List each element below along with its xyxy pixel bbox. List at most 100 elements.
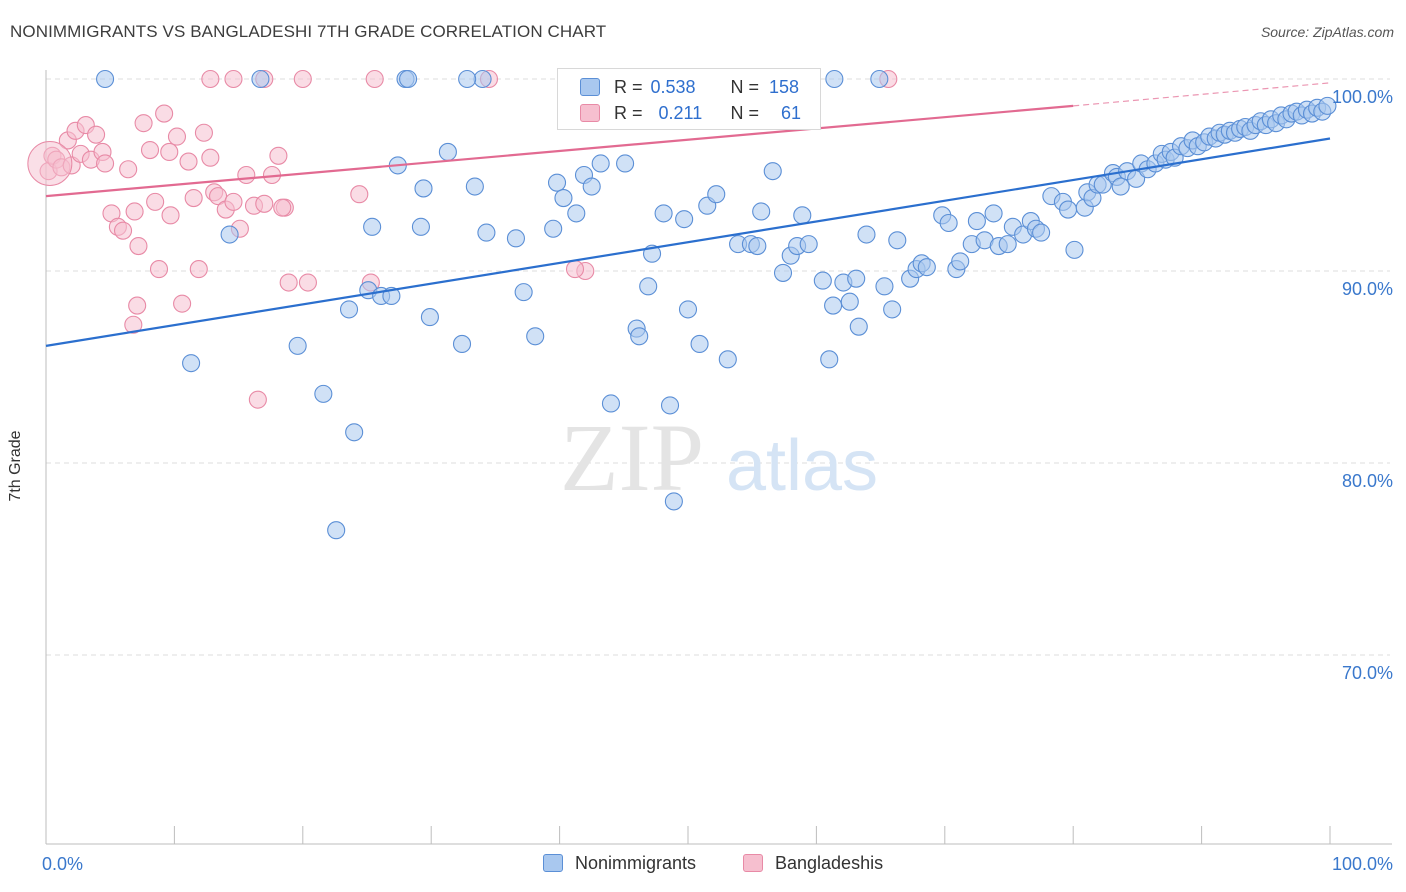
- nonimmigrants-point: [438, 142, 457, 162]
- bangladeshis-point: [146, 192, 165, 211]
- bangladeshis-point: [124, 315, 143, 334]
- nonimmigrants-point: [660, 396, 680, 415]
- nonimmigrants-point: [630, 327, 649, 346]
- bangladeshis-points: [27, 69, 898, 409]
- nonimmigrants-point: [506, 229, 525, 248]
- grid-layer: [46, 78, 1390, 656]
- nonimmigrants-point: [327, 521, 346, 540]
- bangladeshis-point: [201, 148, 220, 167]
- nonimmigrants-point: [1318, 96, 1337, 115]
- legend-swatch-blue: [580, 78, 600, 96]
- bottom-legend-nonimmigrants: Nonimmigrants: [543, 852, 696, 874]
- nonimmigrants-point: [458, 69, 477, 89]
- bangladeshis-point: [279, 273, 298, 292]
- nonimmigrants-point: [465, 177, 484, 196]
- legend-row-bangladeshis: R = 0.211 N = 61: [580, 102, 801, 124]
- legend-r-value: 0.211: [658, 102, 703, 123]
- nonimmigrants-point: [96, 69, 115, 89]
- nonimmigrants-point: [399, 69, 418, 89]
- bangladeshis-point: [224, 192, 243, 211]
- bangladeshis-point: [128, 296, 147, 315]
- bangladeshis-point: [140, 140, 160, 160]
- y-tick-label: 80.0%: [1342, 471, 1393, 491]
- bangladeshis-point: [273, 198, 292, 217]
- nonimmigrants-trend-line: [45, 137, 1331, 347]
- nonimmigrants-point: [967, 212, 986, 231]
- nonimmigrants-point: [345, 423, 364, 442]
- bangladeshis-point: [125, 202, 144, 221]
- bangladeshis-point: [194, 123, 213, 142]
- legend-n-label: N =: [730, 76, 760, 97]
- nonimmigrants-point: [363, 217, 382, 236]
- nonimmigrants-point: [639, 277, 658, 296]
- bottom-legend-label: Nonimmigrants: [575, 852, 697, 873]
- nonimmigrants-point: [582, 177, 601, 196]
- bottom-legend-label: Bangladeshis: [775, 852, 884, 873]
- nonimmigrants-point: [773, 263, 793, 282]
- nonimmigrants-point: [477, 223, 496, 242]
- nonimmigrants-point: [1065, 240, 1084, 259]
- bangladeshis-point: [149, 260, 169, 279]
- source-label: Source: ZipAtlas.com: [1260, 24, 1394, 40]
- bangladeshis-point: [350, 185, 369, 204]
- bangladeshis-trend-extension: [1073, 82, 1331, 107]
- bangladeshis-point: [184, 188, 203, 208]
- y-tick-label: 100.0%: [1332, 87, 1393, 107]
- bangladeshis-point: [119, 160, 138, 179]
- nonimmigrants-point: [998, 235, 1017, 254]
- bangladeshis-point: [161, 206, 180, 225]
- nonimmigrants-point: [654, 204, 673, 223]
- bangladeshis-point: [173, 294, 192, 313]
- bangladeshis-point: [269, 146, 288, 165]
- nonimmigrants-point: [917, 258, 936, 277]
- nonimmigrants-point: [288, 336, 307, 355]
- nonimmigrants-point: [616, 154, 635, 173]
- nonimmigrants-point: [675, 210, 694, 229]
- bangladeshis-point: [189, 260, 208, 279]
- nonimmigrants-point: [601, 394, 621, 413]
- nonimmigrants-point: [825, 69, 844, 89]
- watermark-zip: ZIP: [560, 404, 704, 511]
- nonimmigrants-point: [411, 217, 430, 236]
- bangladeshis-point: [565, 260, 585, 279]
- nonimmigrants-point: [883, 300, 902, 319]
- x-tick-label-min: 0.0%: [42, 854, 83, 874]
- bangladeshis-point: [293, 69, 312, 89]
- bangladeshis-point: [224, 69, 243, 89]
- nonimmigrants-point: [220, 225, 239, 244]
- nonimmigrants-point: [591, 154, 610, 173]
- nonimmigrants-point: [939, 213, 958, 233]
- watermark-atlas: atlas: [726, 426, 878, 506]
- bangladeshis-point: [248, 390, 267, 409]
- nonimmigrants-point: [718, 350, 737, 369]
- bangladeshis-point: [201, 69, 220, 89]
- chart-title: NONIMMIGRANTS VS BANGLADESHI 7TH GRADE C…: [10, 22, 607, 41]
- legend-n-value: 158: [769, 76, 800, 97]
- correlation-legend: R = 0.538 N = 158 R = 0.211 N = 61: [557, 68, 821, 130]
- bangladeshis-point-large: [27, 140, 73, 186]
- nonimmigrants-point: [414, 179, 433, 198]
- watermark: ZIP atlas: [560, 404, 878, 511]
- nonimmigrants-point: [951, 252, 970, 271]
- nonimmigrants-point: [799, 235, 818, 254]
- nonimmigrants-point: [473, 69, 492, 89]
- nonimmigrants-point: [664, 492, 683, 511]
- nonimmigrants-point: [763, 162, 782, 181]
- nonimmigrants-point: [857, 225, 876, 244]
- bangladeshis-point: [96, 154, 115, 173]
- nonimmigrants-point: [544, 219, 563, 238]
- nonimmigrants-points: [96, 69, 1337, 540]
- bottom-legend-bangladeshis: Bangladeshis: [743, 852, 883, 874]
- legend-r-label: R =: [614, 76, 643, 97]
- nonimmigrants-point: [420, 308, 439, 327]
- bangladeshis-point: [160, 142, 179, 162]
- bangladeshis-point: [255, 194, 274, 213]
- y-tick-label: 90.0%: [1342, 279, 1393, 299]
- x-tick-label-max: 100.0%: [1332, 854, 1393, 874]
- nonimmigrants-point: [251, 69, 270, 89]
- axis-layer: [45, 70, 1392, 845]
- nonimmigrants-point: [824, 296, 843, 315]
- y-tick-label: 70.0%: [1342, 663, 1393, 683]
- nonimmigrants-point: [984, 204, 1003, 223]
- nonimmigrants-point: [840, 292, 859, 311]
